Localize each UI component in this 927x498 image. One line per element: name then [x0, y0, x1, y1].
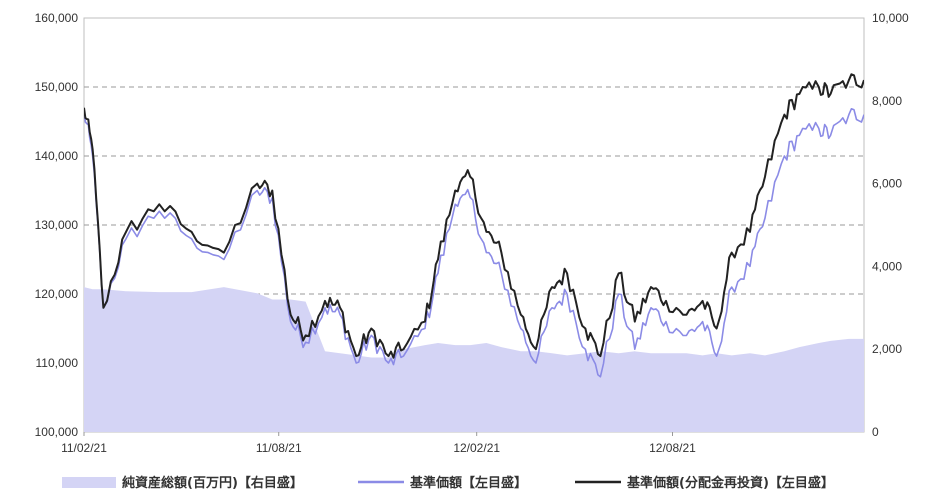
x-tick-label: 12/08/21: [649, 441, 696, 455]
x-tick-label: 11/08/21: [256, 441, 302, 455]
y-left-tick-label: 110,000: [36, 356, 79, 370]
legend-label: 基準価額(分配金再投資)【左目盛】: [626, 475, 834, 491]
y-left-tick-label: 100,000: [35, 425, 79, 439]
y-right-tick-label: 10,000: [872, 11, 909, 25]
y-right-tick-label: 0: [872, 425, 879, 439]
x-tick-label: 12/02/21: [453, 441, 500, 455]
axis-labels: 100,000 110,000 120,000 130,000 140,000 150,0…: [35, 11, 909, 455]
y-left-tick-label: 140,000: [35, 149, 79, 163]
y-right-tick-label: 6,000: [872, 177, 902, 191]
y-right-tick-label: 8,000: [872, 94, 902, 108]
legend-label: 純資産総額(百万円)【右目盛】: [122, 475, 303, 491]
legend-label: 基準価額【左目盛】: [409, 475, 527, 491]
y-left-tick-label: 160,000: [35, 11, 79, 25]
x-tick-label: 11/02/21: [61, 441, 107, 455]
y-left-tick-label: 130,000: [35, 218, 79, 232]
legend-swatch-area: [62, 477, 116, 488]
series-net-assets-area: [84, 287, 864, 432]
series-nav-line: [84, 108, 864, 378]
y-right-tick-label: 2,000: [872, 342, 902, 356]
series-layer: [84, 73, 864, 432]
legend: 純資産総額(百万円)【右目盛】 基準価額【左目盛】 基準価額(分配金再投資)【左目盛…: [62, 475, 834, 491]
y-left-tick-label: 120,000: [35, 287, 79, 301]
y-right-tick-label: 4,000: [872, 259, 902, 273]
series-nav-reinvested-line: [84, 73, 864, 359]
y-left-tick-label: 150,000: [35, 80, 79, 94]
